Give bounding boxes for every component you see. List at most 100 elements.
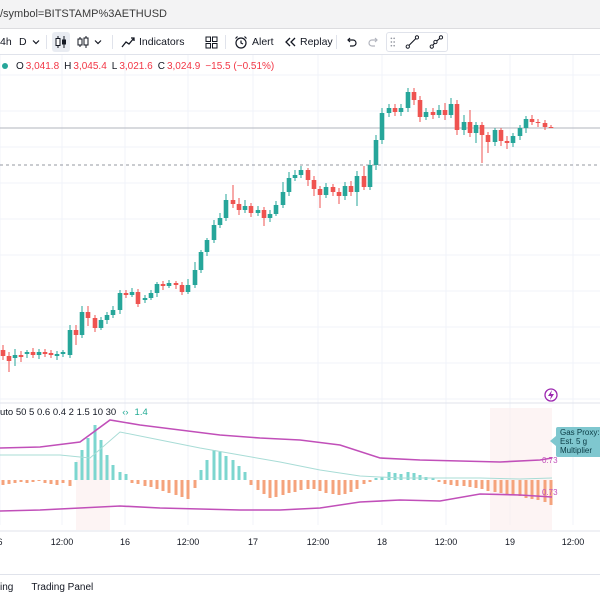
candle-body [336, 192, 342, 196]
bar-chart-type-icon [77, 36, 89, 48]
indicator-settings-icon[interactable]: ‹› [122, 407, 129, 418]
candle-body [92, 318, 98, 328]
alert-button[interactable]: Alert [234, 32, 274, 52]
drag-handle-icon[interactable] [390, 36, 396, 48]
indicator-legend[interactable]: uto 50 5 0.6 0.4 2 1.5 10 30 ‹› 1.4 [0, 407, 148, 418]
bottom-panel-tabs: ing Trading Panel [0, 574, 600, 600]
close-label: C [157, 60, 165, 72]
price-chart[interactable]: 0.73 0.73 6 12:00 16 12:00 17 12:00 18 12:00 19 12:… [0, 55, 600, 574]
chevron-down-icon [32, 40, 40, 45]
candle-body [417, 100, 423, 117]
histogram-bar [19, 480, 23, 482]
histogram-bar [262, 480, 266, 494]
candle-body [529, 119, 535, 122]
histogram-bar [218, 452, 222, 480]
candle-body [223, 200, 229, 218]
tooltip-arrow [550, 436, 556, 446]
candle-body [98, 320, 104, 328]
histogram-bar [199, 470, 203, 480]
candle-body [123, 293, 129, 295]
address-bar[interactable]: /symbol=BITSTAMP%3AETHUSD [0, 0, 600, 29]
histogram-bar [281, 480, 285, 495]
upper-band-value: 0.73 [542, 456, 558, 465]
interval-4h-label: 4h [0, 36, 12, 48]
candle-body [248, 206, 254, 213]
candle-body [236, 204, 242, 210]
histogram-bar [455, 480, 459, 486]
candle-body [492, 130, 498, 142]
interval-d-button[interactable]: D [19, 32, 27, 52]
candle-body [535, 122, 541, 123]
candle-body [148, 293, 154, 298]
x-axis-tick-label: 12:00 [177, 537, 200, 547]
grid-layout-icon [205, 36, 218, 48]
gas-tooltip-line1: Gas Proxy: [560, 428, 600, 437]
histogram-bar [343, 480, 347, 494]
histogram-bar [524, 480, 528, 498]
trend-line-icon[interactable] [405, 34, 420, 50]
candle-body [342, 186, 348, 196]
histogram-bar [7, 480, 11, 484]
histogram-bar [25, 480, 29, 483]
candle-body [523, 119, 529, 128]
histogram-bar [130, 480, 134, 483]
candle-body [67, 330, 73, 355]
histogram-bar [68, 480, 72, 486]
x-axis-tick-label: 12:00 [51, 537, 74, 547]
histogram-bar [149, 480, 153, 487]
bars-chart-type-button[interactable] [76, 32, 102, 52]
undo-button[interactable] [345, 32, 357, 52]
interval-4h-button[interactable]: 4h [0, 32, 12, 52]
histogram-bar [462, 480, 466, 486]
candle-body [361, 176, 367, 187]
candle-body [142, 298, 148, 300]
histogram-bar [161, 480, 165, 491]
indicators-button[interactable]: Indicators [121, 32, 185, 52]
histogram-bar [480, 480, 484, 489]
candle-body [354, 176, 360, 192]
histogram-bar [299, 480, 303, 490]
histogram-bar [105, 455, 109, 480]
candle-body [166, 283, 172, 286]
candle-body [185, 285, 191, 292]
histogram-bar [530, 480, 534, 499]
tab-trading-panel[interactable]: Trading Panel [31, 582, 94, 593]
histogram-bar [205, 460, 209, 480]
layouts-button[interactable] [205, 32, 218, 52]
tab-trading-fragment[interactable]: ing [0, 582, 14, 593]
candle-body [498, 130, 504, 141]
histogram-bar [212, 450, 216, 480]
x-axis-tick-label: 12:00 [562, 537, 585, 547]
replay-button[interactable]: Replay [284, 32, 333, 52]
histogram-bar [268, 480, 272, 498]
candle-body [479, 125, 485, 135]
histogram-bar [49, 480, 53, 484]
low-value: 3,021.6 [119, 60, 153, 72]
candle-body [79, 312, 85, 335]
candle-body [436, 110, 442, 115]
indicators-icon [121, 37, 135, 48]
path-tool-icon[interactable] [429, 34, 444, 50]
candle-body [242, 206, 248, 210]
open-value: 3,041.8 [25, 60, 60, 72]
candles-chart-type-button[interactable] [52, 32, 70, 52]
histogram-bar [511, 480, 515, 495]
interval-dropdown-button[interactable] [32, 32, 40, 52]
histogram-bar [406, 472, 410, 480]
interval-d-label: D [19, 36, 27, 48]
histogram-bar [449, 480, 453, 485]
candle-body [135, 292, 141, 304]
x-axis-tick-label: 16 [120, 537, 130, 547]
candle-body [467, 122, 473, 133]
chevron-down-icon [94, 40, 102, 45]
histogram-bar [43, 480, 47, 483]
candle-body [48, 353, 54, 355]
histogram-bar [393, 473, 397, 480]
high-label: H [64, 60, 72, 72]
candle-body [379, 113, 385, 140]
market-status-dot [2, 63, 8, 69]
candle-body [485, 135, 491, 142]
redo-button[interactable] [368, 32, 380, 52]
candle-body [286, 178, 292, 192]
toolbar-divider [46, 35, 47, 49]
